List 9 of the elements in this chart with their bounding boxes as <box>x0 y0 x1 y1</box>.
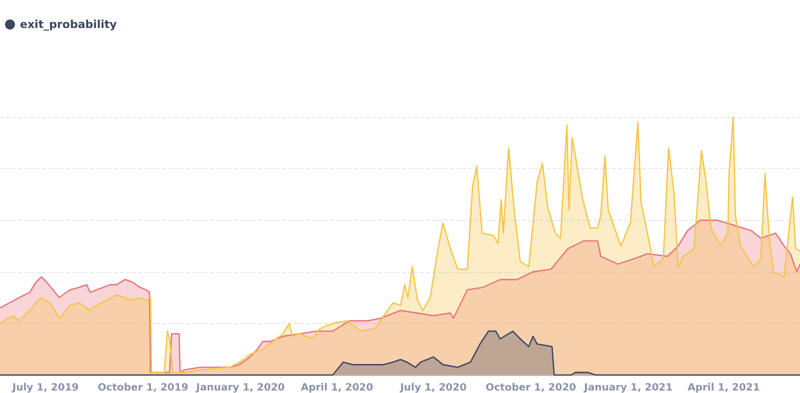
x-tick-label: January 1, 2020 <box>195 382 285 393</box>
x-tick-label: October 1, 2020 <box>486 382 576 393</box>
x-tick-label: October 1, 2019 <box>98 382 188 393</box>
legend-label: exit_probability <box>20 18 117 31</box>
x-tick-label: January 1, 2021 <box>583 382 673 393</box>
x-tick-label: April 1, 2021 <box>688 382 760 393</box>
x-tick-label: April 1, 2020 <box>300 382 374 393</box>
x-tick-label: July 1, 2020 <box>399 382 467 393</box>
x-tick-label: July 1, 2019 <box>11 382 79 393</box>
